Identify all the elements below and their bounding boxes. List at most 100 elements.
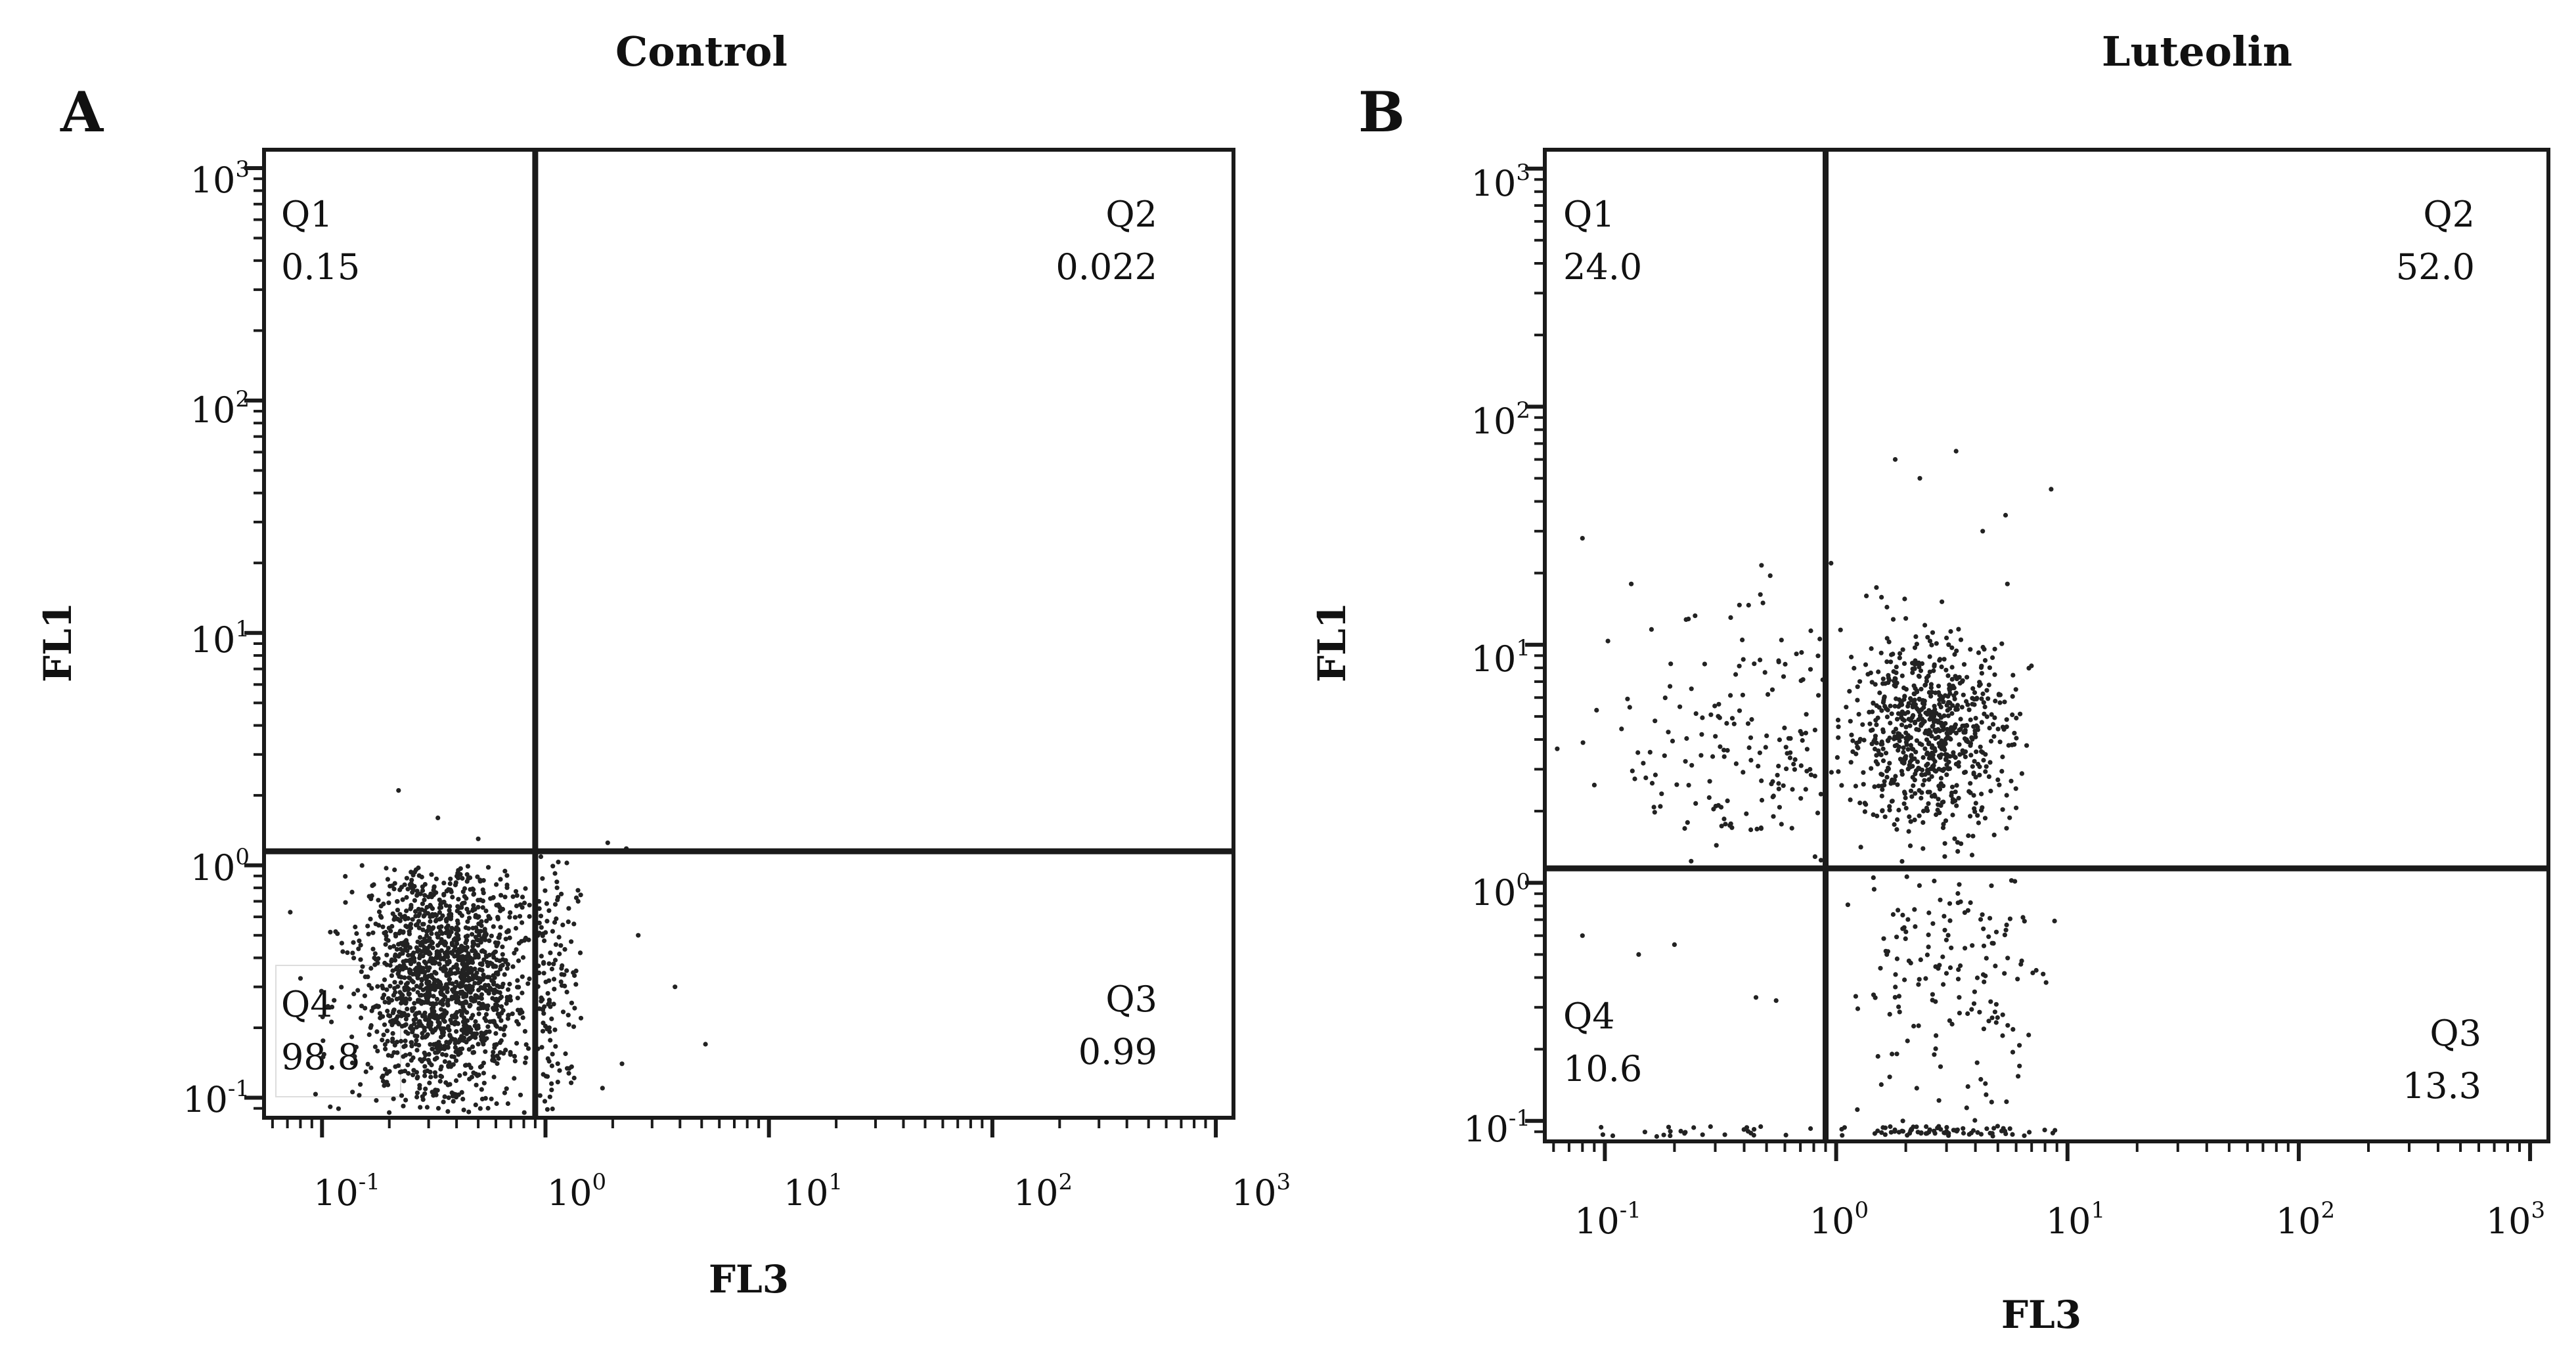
data-point (2043, 980, 2049, 985)
data-point (1909, 746, 1915, 751)
data-point (1884, 952, 1890, 957)
data-point (1867, 721, 1873, 726)
data-point (1942, 713, 1947, 718)
data-point (1668, 684, 1673, 689)
data-point (550, 864, 556, 869)
data-point (396, 954, 401, 959)
data-point (339, 940, 345, 946)
data-point (1932, 792, 1937, 797)
data-point (1942, 914, 1947, 919)
data-point (479, 1063, 485, 1069)
data-point (1619, 726, 1624, 732)
data-point (542, 1099, 548, 1104)
data-point (454, 990, 460, 996)
data-point (498, 877, 503, 882)
data-point (1947, 754, 1953, 759)
data-point (458, 954, 464, 959)
data-point (325, 1003, 330, 1009)
data-point (483, 933, 489, 938)
data-point (1880, 1125, 1886, 1130)
data-point (1906, 958, 1911, 963)
data-point (1893, 984, 1898, 990)
data-point (1894, 665, 1899, 670)
data-point (1792, 757, 1798, 762)
data-point (1899, 734, 1904, 739)
data-point (452, 1021, 457, 1027)
data-point (490, 1053, 496, 1059)
data-point (355, 988, 361, 993)
data-point (443, 917, 449, 922)
data-point (380, 924, 386, 929)
data-point (498, 967, 503, 972)
data-point (376, 1003, 382, 1009)
data-point (1910, 670, 1915, 675)
data-point (386, 996, 391, 1001)
data-point (504, 885, 510, 891)
data-point (1599, 1124, 1604, 1130)
data-point (1855, 1006, 1861, 1011)
data-point (1936, 783, 1942, 789)
data-point (421, 921, 426, 927)
data-point (1986, 696, 1991, 701)
data-point (1636, 952, 1641, 957)
data-point (1653, 772, 1658, 778)
data-point (1953, 730, 1959, 736)
data-point (479, 1096, 485, 1102)
data-point (1815, 810, 1821, 816)
data-point (573, 982, 579, 987)
data-point (551, 961, 556, 967)
data-point (1714, 843, 1719, 848)
data-point (470, 948, 475, 954)
panel-a-q1-label: Q1 (281, 194, 333, 235)
data-point (1759, 778, 1764, 783)
data-point (1610, 1133, 1616, 1138)
data-point (1953, 707, 1959, 712)
data-point (1885, 707, 1890, 713)
data-point (1889, 711, 1894, 716)
data-point (1995, 777, 2001, 782)
data-point (1951, 753, 1956, 759)
data-point (1891, 730, 1896, 735)
data-point (356, 946, 361, 952)
data-point (518, 1092, 523, 1097)
data-point (1555, 746, 1560, 751)
data-point (495, 1053, 500, 1059)
data-point (401, 930, 406, 935)
data-point (1880, 808, 1885, 813)
data-point (473, 914, 478, 919)
data-point (2014, 805, 2019, 810)
data-point (1984, 1126, 1989, 1132)
data-point (2009, 878, 2014, 883)
data-point (1888, 781, 1894, 786)
data-point (1649, 781, 1655, 786)
data-point (1926, 1130, 1932, 1135)
data-point (406, 1070, 411, 1076)
data-point (491, 1049, 496, 1055)
data-point (1910, 661, 1915, 666)
data-point (1848, 760, 1854, 765)
data-point (1773, 998, 1779, 1003)
data-point (1938, 755, 1943, 760)
data-point (1713, 803, 1718, 809)
data-point (464, 879, 470, 884)
data-point (389, 973, 395, 979)
data-point (1971, 793, 1976, 798)
data-point (487, 975, 492, 980)
data-point (1894, 935, 1899, 940)
data-point (1932, 703, 1937, 709)
panel-b-y-tick: 101 (1471, 635, 1530, 680)
data-point (1812, 854, 1817, 859)
data-point (1699, 753, 1704, 758)
data-point (1969, 852, 1975, 858)
data-point (1986, 774, 1991, 780)
data-point (1890, 651, 1896, 657)
data-point (497, 1040, 503, 1046)
data-point (445, 1002, 451, 1007)
data-point (417, 1083, 422, 1088)
data-point (1874, 585, 1879, 590)
data-point (1929, 734, 1934, 739)
data-point (423, 1086, 428, 1091)
data-point (1943, 937, 1949, 942)
data-point (1896, 994, 1901, 999)
data-point (1991, 940, 1996, 946)
